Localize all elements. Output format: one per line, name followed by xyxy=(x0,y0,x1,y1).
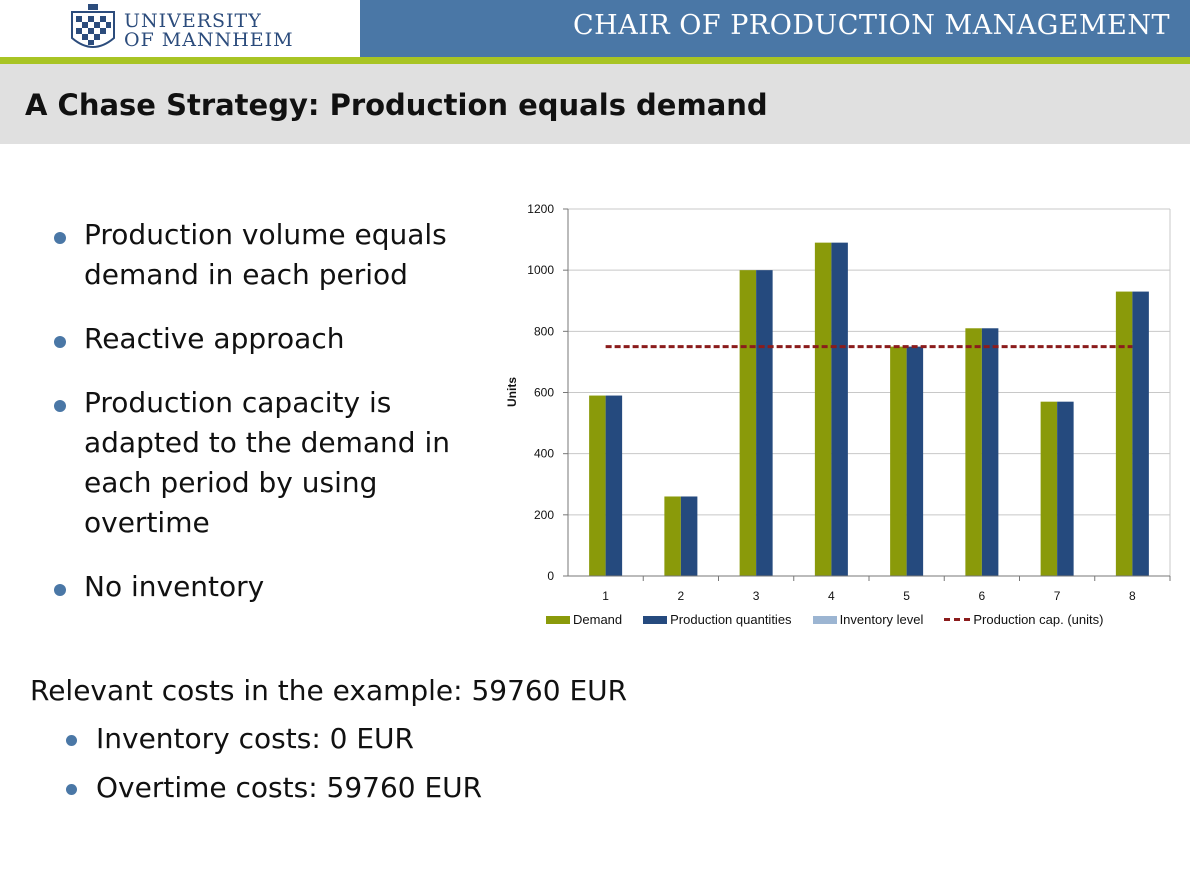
bullet-item: Production volume equals demand in each … xyxy=(50,215,470,295)
bullet-text: Production volume equals demand in each … xyxy=(84,218,447,291)
bar-production xyxy=(605,395,623,576)
y-tick-label: 1000 xyxy=(527,263,554,277)
y-tick-label: 600 xyxy=(534,386,554,400)
bar-production xyxy=(981,328,999,576)
chart-bars xyxy=(589,242,1149,576)
bullet-text: No inventory xyxy=(84,570,265,603)
bullet-list: Production volume equals demand in each … xyxy=(50,215,470,631)
legend-swatch-production xyxy=(643,615,668,624)
legend-swatch-demand xyxy=(546,615,570,624)
y-axis-label: Units xyxy=(505,377,519,407)
university-line2: OF MANNHEIM xyxy=(124,29,294,51)
bar-production xyxy=(680,496,698,576)
chair-header: CHAIR OF PRODUCTION MANAGEMENT xyxy=(360,0,1190,58)
x-tick-label: 6 xyxy=(979,589,986,603)
bar-production xyxy=(1057,401,1074,576)
page-title: A Chase Strategy: Production equals dema… xyxy=(25,88,768,122)
cost-text: Overtime costs: 59760 EUR xyxy=(96,771,483,804)
university-line1: UNIVERSITY xyxy=(124,10,262,32)
legend-item-inventory: Inventory level xyxy=(812,612,924,627)
university-name: UNIVERSITY OF MANNHEIM xyxy=(124,12,294,50)
legend-item-production: Production quantities xyxy=(643,612,792,627)
bullet-item: Reactive approach xyxy=(50,319,470,359)
y-tick-label: 1200 xyxy=(527,202,554,216)
x-tick-label: 7 xyxy=(1054,589,1061,603)
bar-demand xyxy=(814,242,832,576)
accent-divider xyxy=(0,57,1190,64)
bullet-item: No inventory xyxy=(50,567,470,607)
bullet-dot-icon xyxy=(66,735,77,746)
bullet-text: Reactive approach xyxy=(84,322,345,355)
chart-legend: Demand Production quantities Inventory l… xyxy=(546,612,1124,627)
bullet-dot-icon xyxy=(54,584,66,596)
legend-label-capacity: Production cap. (units) xyxy=(973,612,1104,627)
title-bar: A Chase Strategy: Production equals dema… xyxy=(0,64,1190,144)
bar-demand xyxy=(589,395,606,576)
x-tick-label: 1 xyxy=(602,589,609,603)
costs-section: Relevant costs in the example: 59760 EUR… xyxy=(30,672,627,818)
legend-item-demand: Demand xyxy=(546,612,622,627)
bar-demand xyxy=(664,496,681,576)
legend-label-inventory: Inventory level xyxy=(839,612,924,627)
cost-item: Overtime costs: 59760 EUR xyxy=(30,769,627,807)
bar-demand xyxy=(1040,401,1058,576)
bullet-item: Production capacity is adapted to the de… xyxy=(50,383,470,543)
bar-demand xyxy=(1115,291,1133,576)
y-tick-label: 200 xyxy=(534,508,554,522)
x-tick-label: 8 xyxy=(1129,589,1136,603)
university-header: UNIVERSITY OF MANNHEIM xyxy=(0,0,360,58)
legend-label-demand: Demand xyxy=(573,612,623,627)
legend-swatch-inventory xyxy=(812,615,837,624)
bar-demand xyxy=(965,328,982,576)
bullet-dot-icon xyxy=(54,336,66,348)
cost-text: Inventory costs: 0 EUR xyxy=(96,722,415,755)
chart-axes xyxy=(563,208,1171,581)
legend-swatch-capacity xyxy=(944,618,971,621)
bar-demand xyxy=(890,346,907,576)
bar-production xyxy=(906,346,924,576)
bar-production xyxy=(831,242,848,576)
bar-production xyxy=(756,270,773,576)
costs-heading: Relevant costs in the example: 59760 EUR xyxy=(30,674,628,707)
y-tick-label: 400 xyxy=(534,447,554,461)
university-crest-icon xyxy=(71,4,115,48)
bullet-dot-icon xyxy=(54,400,66,412)
bullet-text: Production capacity is adapted to the de… xyxy=(84,386,450,539)
chair-title: CHAIR OF PRODUCTION MANAGEMENT xyxy=(573,10,1170,41)
chart-grid xyxy=(568,208,1171,576)
y-tick-label: 800 xyxy=(534,324,554,338)
legend-label-production: Production quantities xyxy=(670,612,792,627)
costs-list: Inventory costs: 0 EUR Overtime costs: 5… xyxy=(30,720,627,807)
x-tick-label: 5 xyxy=(903,589,910,603)
x-tick-label: 4 xyxy=(828,589,835,603)
cost-item: Inventory costs: 0 EUR xyxy=(30,720,627,758)
x-tick-label: 3 xyxy=(753,589,760,603)
bar-production xyxy=(1132,291,1149,576)
bullet-dot-icon xyxy=(54,232,66,244)
bullet-dot-icon xyxy=(66,784,77,795)
chart-labels: 0 200 400 600 800 1000 1200 1 2 3 4 5 6 7 8 Units xyxy=(505,202,1136,603)
legend-item-capacity: Production cap. (units) xyxy=(944,612,1103,627)
x-tick-label: 2 xyxy=(678,589,685,603)
y-tick-label: 0 xyxy=(547,569,554,583)
bar-demand xyxy=(739,270,757,576)
